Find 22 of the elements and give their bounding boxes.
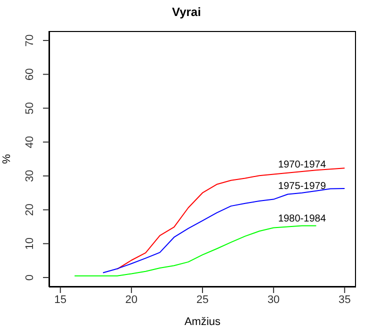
series-label: 1980-1984	[278, 214, 326, 225]
line-series	[74, 225, 317, 276]
y-axis-title: %	[1, 153, 14, 166]
y-tick-label: 40	[24, 136, 36, 148]
y-tick-label: 70	[24, 34, 36, 47]
x-tick-label: 35	[338, 294, 351, 306]
y-tick-label: 50	[24, 102, 36, 114]
y-tick-label: 60	[24, 68, 36, 80]
y-tick-label: 10	[24, 238, 36, 250]
x-tick-label: 30	[267, 294, 280, 306]
chart-title: Vyrai	[171, 5, 202, 19]
line-series	[116, 168, 346, 270]
y-tick-label: 30	[24, 170, 36, 182]
y-tick-label: 20	[24, 204, 36, 216]
line-series	[102, 188, 346, 274]
x-tick-label: 15	[54, 294, 66, 306]
series-label: 1975-1979	[278, 180, 326, 192]
y-tick-label: 0	[24, 274, 36, 281]
series-label: 1970-1974	[278, 160, 326, 171]
x-axis-title: Amžius	[183, 316, 222, 328]
x-tick-label: 25	[196, 294, 209, 306]
x-tick-label: 20	[125, 294, 138, 306]
